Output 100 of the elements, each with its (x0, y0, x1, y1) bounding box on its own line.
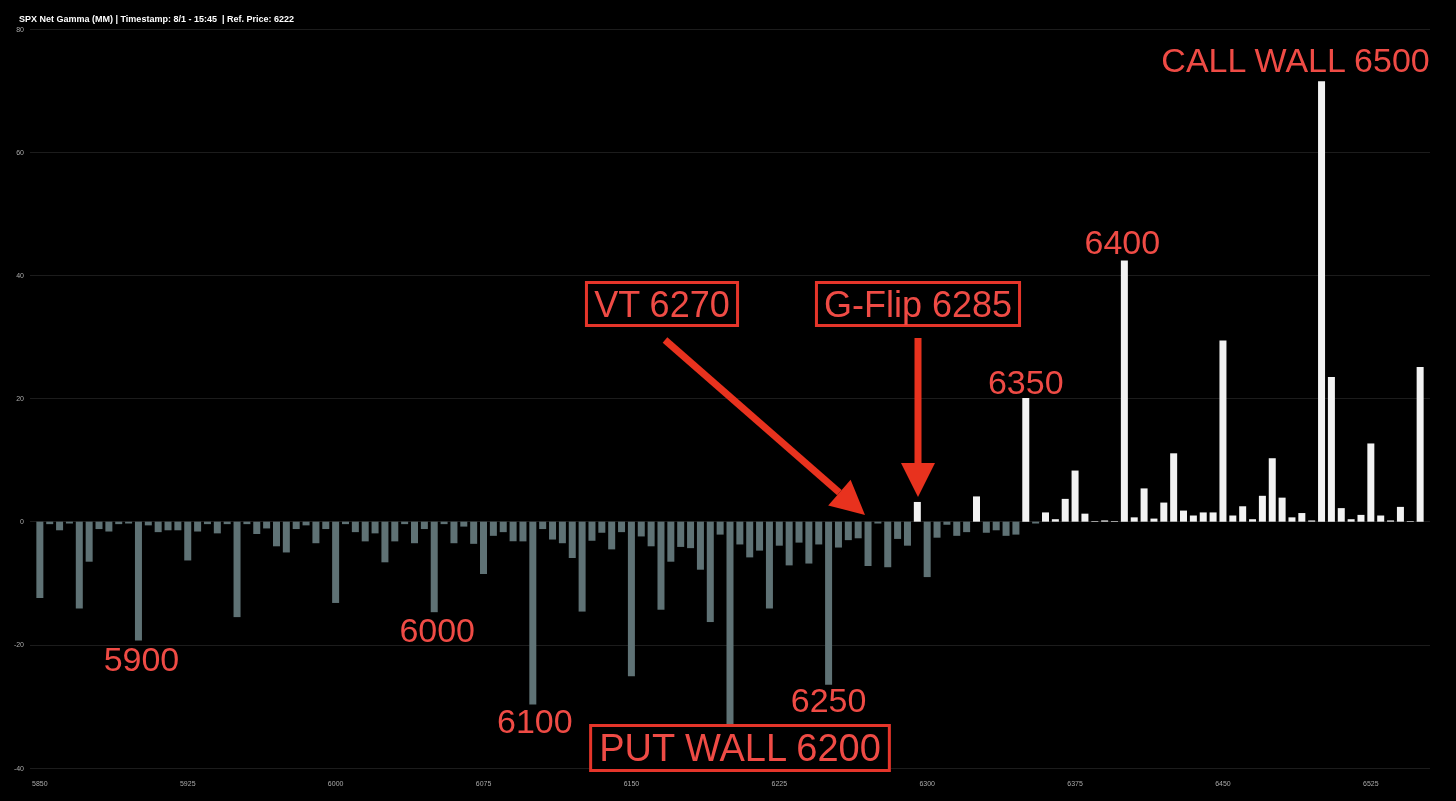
bar (864, 521, 872, 567)
bar (558, 521, 566, 544)
bar (460, 521, 468, 527)
bar (499, 521, 507, 533)
bar (815, 521, 823, 545)
bar (1258, 495, 1266, 522)
bar (322, 521, 330, 530)
bar (1120, 260, 1128, 522)
bar (805, 521, 813, 564)
bar (184, 521, 192, 561)
bar (1249, 519, 1257, 522)
bar (1337, 508, 1345, 522)
bar (381, 521, 389, 563)
bar (1170, 453, 1178, 522)
bar (608, 521, 616, 550)
bar (1150, 518, 1158, 522)
bar (371, 521, 379, 534)
bar (598, 521, 606, 533)
bar (105, 521, 113, 532)
bar (509, 521, 517, 542)
annotation: 5900 (103, 639, 180, 678)
bar (351, 521, 359, 533)
bar (1180, 510, 1188, 522)
bar (687, 521, 695, 549)
bar (1298, 513, 1306, 522)
bar (1229, 515, 1237, 522)
bar (657, 521, 665, 610)
bar (56, 521, 64, 531)
annotation: 6100 (497, 701, 573, 740)
bar (726, 521, 734, 727)
bar (785, 521, 793, 566)
bar (1002, 521, 1010, 536)
bar (667, 521, 675, 562)
bar (1239, 506, 1247, 522)
bar (637, 521, 645, 537)
bar (894, 521, 902, 539)
bar (213, 521, 221, 534)
bar (1012, 521, 1020, 535)
bar (1022, 397, 1030, 522)
bar (1209, 512, 1217, 522)
bar (844, 521, 852, 541)
bar (549, 521, 557, 540)
bar (923, 521, 931, 578)
bar (539, 521, 547, 530)
bar (282, 521, 290, 553)
bar (1071, 470, 1079, 522)
bar (1219, 340, 1227, 522)
annotation: CALL WALL 6500 (1161, 41, 1430, 80)
bar (253, 521, 261, 534)
bar (982, 521, 990, 533)
bar (75, 521, 83, 609)
bar (706, 521, 714, 623)
bar (903, 521, 911, 546)
bar (1160, 502, 1168, 522)
bar (913, 501, 921, 522)
bar (756, 521, 764, 551)
bar (233, 521, 241, 618)
bar (1396, 506, 1404, 522)
bar (765, 521, 773, 609)
bar (943, 521, 951, 525)
bar (194, 521, 202, 532)
bar (568, 521, 576, 558)
bar (1347, 519, 1355, 522)
annotation: 6350 (987, 362, 1064, 401)
bar (1278, 497, 1286, 522)
bar (963, 521, 971, 533)
annotation: 6400 (1084, 222, 1161, 261)
bar (1268, 458, 1276, 522)
bar (1318, 81, 1326, 522)
bar (134, 521, 142, 641)
bar (627, 521, 635, 677)
annotation: 6000 (399, 611, 476, 650)
bar (361, 521, 369, 542)
bar (696, 521, 704, 570)
bar (1041, 512, 1049, 522)
bar (95, 521, 103, 530)
bar (450, 521, 458, 544)
bar (1367, 443, 1375, 522)
bar (1189, 515, 1197, 522)
chart-title: SPX Net Gamma (MM) | Timestamp: 8/1 - 15:45 | Ref. Price: 6222 (19, 13, 294, 24)
bar (1416, 367, 1424, 522)
bar (618, 521, 626, 533)
bar (154, 521, 162, 533)
bar (992, 521, 1000, 531)
bar (795, 521, 803, 543)
bar (1199, 512, 1207, 522)
bar (36, 521, 44, 599)
bar (647, 521, 655, 547)
bar (489, 521, 497, 536)
bar (854, 521, 862, 539)
bar (85, 521, 93, 562)
bar (1061, 498, 1069, 522)
bar (736, 521, 744, 545)
bar (1081, 513, 1089, 522)
bar (1288, 517, 1296, 522)
bar (1130, 517, 1138, 522)
bar (174, 521, 182, 531)
bar (529, 521, 537, 705)
annotation: 6250 (790, 680, 867, 719)
bar (312, 521, 320, 544)
